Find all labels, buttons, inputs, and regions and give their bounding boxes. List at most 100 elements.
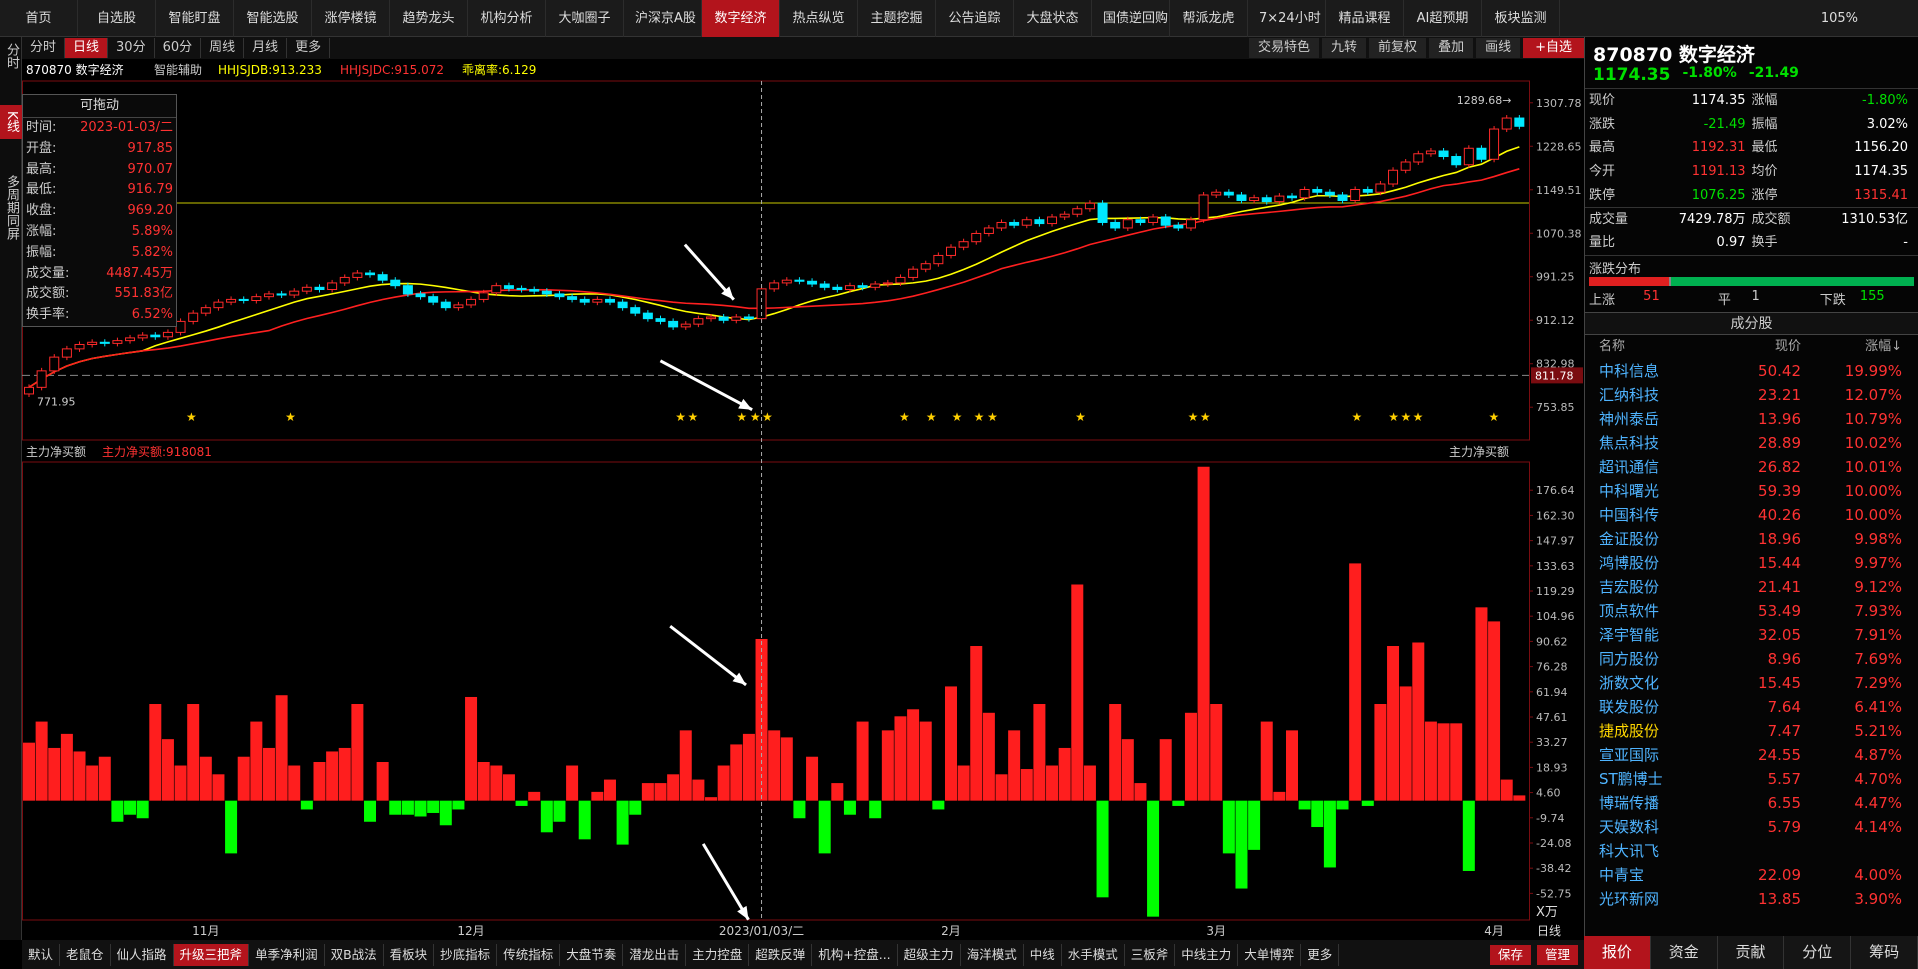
period-tab[interactable]: 周线 bbox=[201, 38, 245, 58]
indicator-tab[interactable]: 老鼠仓 bbox=[60, 943, 111, 966]
bar bbox=[578, 800, 591, 840]
tab[interactable]: 热点纵览 bbox=[780, 0, 858, 37]
constituent-row[interactable]: 焦点科技 28.89 10.02% bbox=[1585, 431, 1918, 455]
tab[interactable]: 7×24小时 bbox=[1248, 0, 1326, 37]
panel-tab[interactable]: 分位 bbox=[1784, 936, 1852, 969]
tab[interactable]: 趋势龙头 bbox=[390, 0, 468, 37]
panel-tab[interactable]: 报价 bbox=[1584, 936, 1651, 969]
constituent-row[interactable]: 天娱数科 5.79 4.14% bbox=[1585, 815, 1918, 839]
constituent-row[interactable]: 浙数文化 15.45 7.29% bbox=[1585, 671, 1918, 695]
zoom[interactable]: 105% bbox=[1820, 11, 1858, 26]
watch-button[interactable]: +自选 bbox=[1523, 38, 1584, 58]
panel-tab[interactable]: 资金 bbox=[1651, 936, 1718, 969]
indicator-tab[interactable]: 超跌反弹 bbox=[749, 943, 813, 966]
column-header[interactable]: 涨幅↓ bbox=[1865, 338, 1902, 354]
tab[interactable]: 数字经济 bbox=[702, 0, 780, 37]
indicator-tab[interactable]: 中线主力 bbox=[1175, 943, 1239, 966]
candle bbox=[402, 285, 413, 295]
tab[interactable]: 帮派龙虎 bbox=[1170, 0, 1248, 37]
constituent-row[interactable]: 捷成股份 7.47 5.21% bbox=[1585, 719, 1918, 743]
tool-button[interactable]: 叠加 bbox=[1429, 38, 1474, 58]
tab[interactable]: 大盘状态 bbox=[1014, 0, 1092, 37]
indicator-tab[interactable]: 主力控盘 bbox=[686, 943, 750, 966]
constituent-row[interactable]: 中科信息 50.42 19.99% bbox=[1585, 359, 1918, 383]
indicator-tab[interactable]: 传统指标 bbox=[497, 943, 561, 966]
tab[interactable]: 公告追踪 bbox=[936, 0, 1014, 37]
indicator-tab[interactable]: 默认 bbox=[22, 943, 61, 966]
indicator-tab[interactable]: 机构+控盘... bbox=[812, 943, 898, 966]
indicator-tab[interactable]: 超级主力 bbox=[898, 943, 961, 966]
constituent-row[interactable]: ST鹏博士 5.57 4.70% bbox=[1585, 767, 1918, 791]
side-tab[interactable]: 多周期同屏 bbox=[4, 174, 19, 240]
column-header[interactable]: 名称 bbox=[1599, 338, 1626, 354]
bar bbox=[111, 800, 124, 822]
tab[interactable]: 大咖圈子 bbox=[546, 0, 624, 37]
indicator-tab[interactable]: 水手模式 bbox=[1062, 943, 1125, 966]
constituent-row[interactable]: 吉宏股份 21.41 9.12% bbox=[1585, 575, 1918, 599]
indicator-tab[interactable]: 双B战法 bbox=[325, 943, 384, 966]
stock-change: 19.99% bbox=[1844, 361, 1902, 380]
tab[interactable]: 主题挖掘 bbox=[858, 0, 936, 37]
tab[interactable]: 沪深京A股 bbox=[624, 0, 702, 37]
indicator-tab[interactable]: 升级三把斧 bbox=[173, 943, 250, 966]
constituent-row[interactable]: 联发股份 7.64 6.41% bbox=[1585, 695, 1918, 719]
period-tab[interactable]: 月线 bbox=[244, 38, 288, 58]
tool-button[interactable]: 前复权 bbox=[1369, 38, 1427, 58]
constituent-row[interactable]: 中青宝 22.09 4.00% bbox=[1585, 863, 1918, 887]
period-tab[interactable]: 30分 bbox=[108, 38, 155, 58]
tab[interactable]: 精品课程 bbox=[1326, 0, 1404, 37]
indicator-tab[interactable]: 看板块 bbox=[384, 943, 435, 966]
indicator-tab[interactable]: 潜龙出击 bbox=[623, 943, 687, 966]
tab[interactable]: AI超预期 bbox=[1404, 0, 1482, 37]
constituent-row[interactable]: 同方股份 8.96 7.69% bbox=[1585, 647, 1918, 671]
constituent-row[interactable]: 顶点软件 53.49 7.93% bbox=[1585, 599, 1918, 623]
panel-tab[interactable]: 筹码 bbox=[1851, 936, 1918, 969]
side-tab[interactable]: 分时 bbox=[4, 43, 19, 69]
tab[interactable]: 智能盯盘 bbox=[156, 0, 234, 37]
side-tab[interactable]: K线 bbox=[0, 105, 23, 139]
indicator-tab[interactable]: 仙人指路 bbox=[111, 943, 174, 966]
quote-row: 成交量 7429.78万 成交额 1310.53亿 bbox=[1585, 207, 1918, 231]
bar bbox=[212, 774, 225, 801]
constituent-row[interactable]: 汇纳科技 23.21 12.07% bbox=[1585, 383, 1918, 407]
period-tab[interactable]: 更多 bbox=[287, 38, 331, 58]
indicator-tab[interactable]: 中线 bbox=[1024, 943, 1062, 966]
tab[interactable]: 国债逆回购 bbox=[1092, 0, 1170, 37]
indicator-tab[interactable]: 单季净利润 bbox=[249, 943, 325, 966]
constituent-row[interactable]: 中科曙光 59.39 10.00% bbox=[1585, 479, 1918, 503]
indicator-tab[interactable]: 三板斧 bbox=[1125, 943, 1176, 966]
constituent-row[interactable]: 神州泰岳 13.96 10.79% bbox=[1585, 407, 1918, 431]
constituent-row[interactable]: 科大讯飞 bbox=[1585, 839, 1918, 863]
constituent-row[interactable]: 中国科传 40.26 10.00% bbox=[1585, 503, 1918, 527]
constituent-row[interactable]: 鸿博股份 15.44 9.97% bbox=[1585, 551, 1918, 575]
tab[interactable]: 智能选股 bbox=[234, 0, 312, 37]
tool-button[interactable]: 画线 bbox=[1476, 38, 1521, 58]
info-box[interactable]: 可拖动 时间: 2023-01-03/二 开盘: 917.85 最高: 970.07 最低: 9… bbox=[22, 94, 177, 327]
period-tab[interactable]: 日线 bbox=[65, 38, 109, 58]
column-header[interactable]: 现价 bbox=[1774, 338, 1801, 354]
panel-tab[interactable]: 贡献 bbox=[1718, 936, 1785, 969]
constituent-row[interactable]: 泽宇智能 32.05 7.91% bbox=[1585, 623, 1918, 647]
indicator-tab[interactable]: 海洋模式 bbox=[961, 943, 1024, 966]
indicator-tab[interactable]: 抄底指标 bbox=[434, 943, 498, 966]
tab[interactable]: 自选股 bbox=[78, 0, 156, 37]
tab[interactable]: 机构分析 bbox=[468, 0, 546, 37]
period-tab[interactable]: 60分 bbox=[155, 38, 202, 58]
action-button[interactable]: 管理 bbox=[1536, 944, 1578, 965]
constituent-row[interactable]: 光环新网 13.85 3.90% bbox=[1585, 887, 1918, 911]
indicator-tab[interactable]: 大单博弈 bbox=[1238, 943, 1302, 966]
tool-button[interactable]: 九转 bbox=[1322, 38, 1367, 58]
action-button[interactable]: 保存 bbox=[1489, 944, 1531, 965]
indicator-tab[interactable]: 更多 bbox=[1301, 943, 1340, 966]
tab[interactable]: 首页 bbox=[0, 0, 78, 37]
tool-button[interactable]: 交易特色 bbox=[1249, 38, 1320, 58]
indicator-tab[interactable]: 大盘节奏 bbox=[560, 943, 624, 966]
constituent-row[interactable]: 博瑞传播 6.55 4.47% bbox=[1585, 791, 1918, 815]
tab[interactable]: 板块监测 bbox=[1482, 0, 1560, 37]
constituent-row[interactable]: 宣亚国际 24.55 4.87% bbox=[1585, 743, 1918, 767]
constituent-row[interactable]: 超讯通信 26.82 10.01% bbox=[1585, 455, 1918, 479]
period-tab[interactable]: 分时 bbox=[22, 38, 66, 58]
candle bbox=[125, 337, 136, 342]
tab[interactable]: 涨停楼镜 bbox=[312, 0, 390, 37]
constituent-row[interactable]: 金证股份 18.96 9.98% bbox=[1585, 527, 1918, 551]
